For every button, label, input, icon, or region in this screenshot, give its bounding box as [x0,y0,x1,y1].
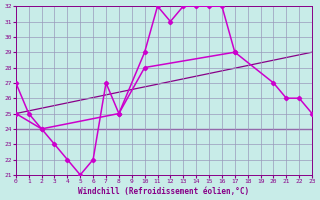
X-axis label: Windchill (Refroidissement éolien,°C): Windchill (Refroidissement éolien,°C) [78,187,250,196]
